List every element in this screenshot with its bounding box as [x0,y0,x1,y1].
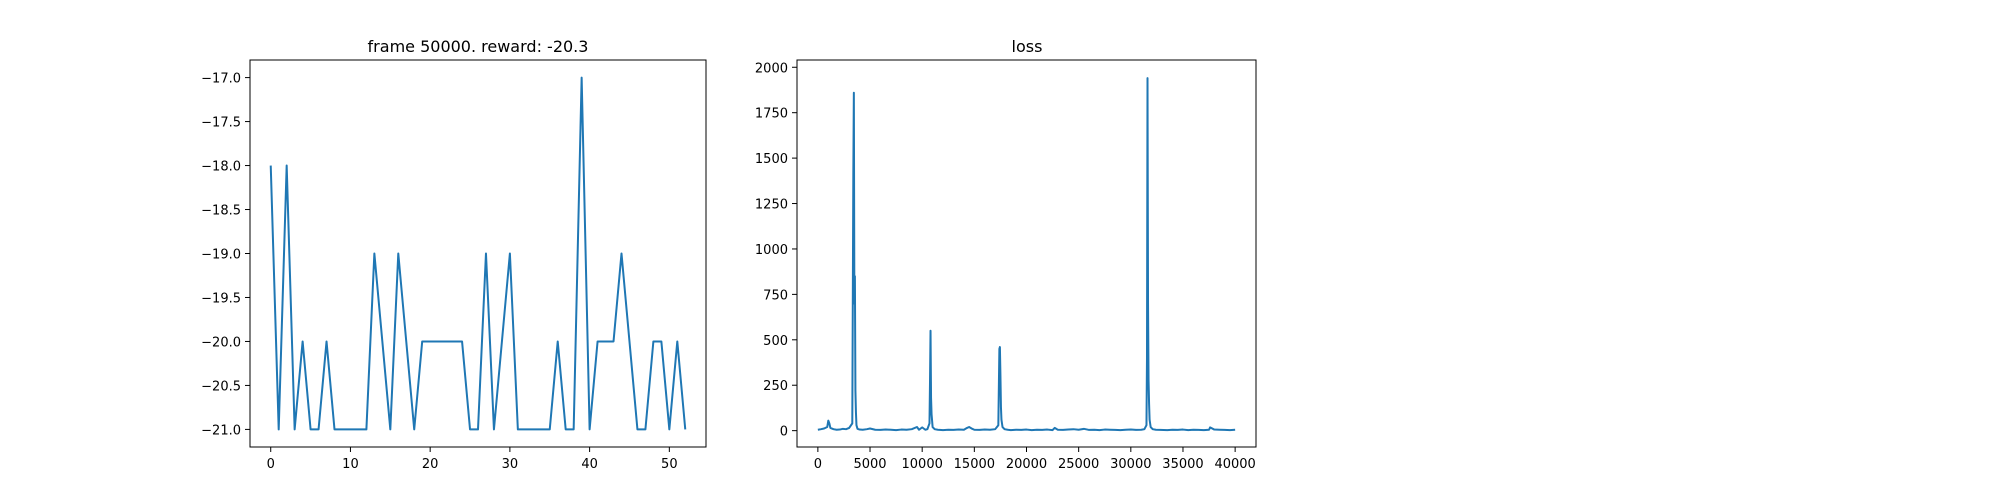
loss-x-tick-label: 10000 [902,457,943,472]
reward-x-tick-label: 50 [661,457,678,472]
reward-chart-frame [249,59,707,448]
loss-x-tick-label: 40000 [1214,457,1255,472]
reward-y-tick-label: −20.5 [201,379,241,394]
loss-y-tick-label: 1250 [755,198,788,213]
loss-series-line [817,77,1236,432]
loss-x-tick-label: 15000 [954,457,995,472]
loss-y-tick-label: 250 [763,379,788,394]
loss-chart-title: loss [1012,37,1043,56]
loss-y-tick-label: 750 [763,288,788,303]
loss-x-tick-label: 35000 [1162,457,1203,472]
reward-chart-ticks: 0 10 20 30 40 50 −17.0 −17.5 −18.0 −18.5 −19.0 −19.… [201,72,677,472]
loss-chart-ticks: 0 5000 10000 15000 20000 25000 30000 35000 40000… [755,61,1256,472]
reward-y-tick-label: −21.0 [201,423,241,438]
reward-x-tick-label: 0 [267,457,275,472]
reward-x-tick-label: 10 [342,457,359,472]
loss-y-tick-label: 0 [780,425,788,440]
loss-x-tick-label: 0 [814,457,822,472]
loss-y-tick-label: 2000 [755,61,788,76]
reward-y-tick-label: −17.5 [201,116,241,131]
loss-chart: loss 0 5000 10000 15000 20000 25000 30000 35000… [755,37,1257,472]
loss-y-tick-label: 1500 [755,152,788,167]
loss-x-tick-label: 25000 [1058,457,1099,472]
reward-y-tick-label: −19.5 [201,291,241,306]
reward-series-line [269,76,687,431]
loss-x-tick-label: 5000 [853,457,886,472]
reward-y-tick-label: −19.0 [201,248,241,263]
reward-x-tick-label: 40 [581,457,598,472]
reward-y-tick-label: −18.5 [201,204,241,219]
reward-chart: frame 50000. reward: -20.3 0 10 20 30 40 50 −1… [201,37,707,472]
loss-y-tick-label: 500 [763,334,788,349]
reward-y-tick-label: −18.0 [201,160,241,175]
reward-x-tick-label: 30 [502,457,519,472]
loss-y-tick-label: 1750 [755,107,788,122]
reward-y-tick-label: −17.0 [201,72,241,87]
loss-y-tick-label: 1000 [755,243,788,258]
loss-chart-frame [796,59,1257,448]
reward-chart-title: frame 50000. reward: -20.3 [368,37,589,56]
reward-y-tick-label: −20.0 [201,335,241,350]
reward-x-tick-label: 20 [422,457,439,472]
loss-x-tick-label: 30000 [1110,457,1151,472]
loss-x-tick-label: 20000 [1006,457,1047,472]
